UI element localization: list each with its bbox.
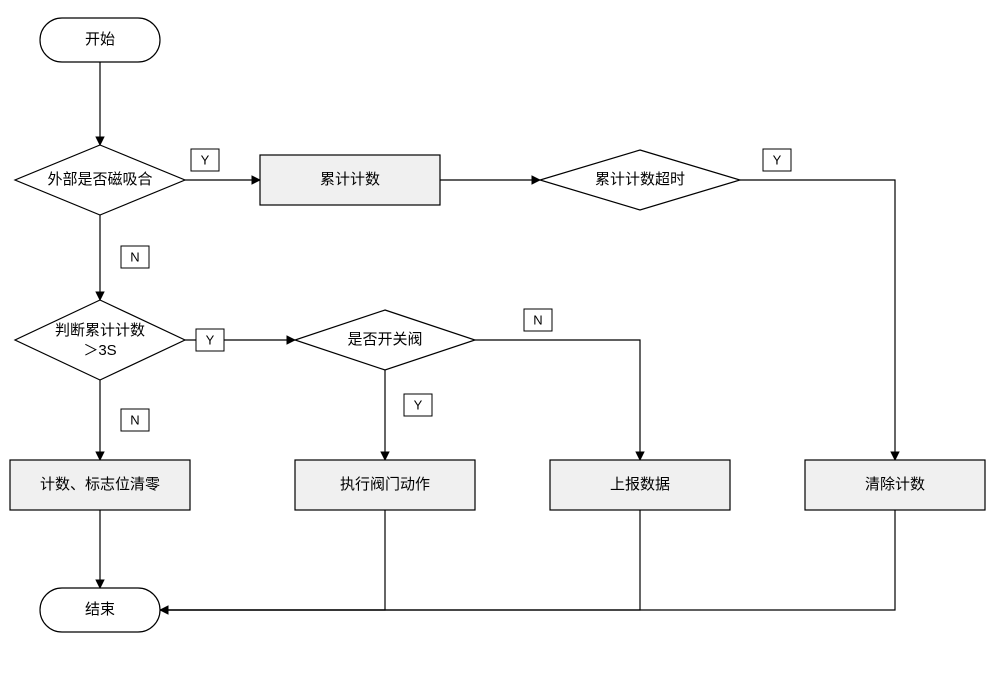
node-p_exec: 执行阀门动作 — [295, 460, 475, 510]
svg-text:判断累计计数: 判断累计计数 — [55, 322, 145, 339]
node-d_valve: 是否开关阀 — [295, 310, 475, 370]
node-p_report: 上报数据 — [550, 460, 730, 510]
svg-text:Y: Y — [201, 152, 210, 167]
node-d_timeout: 累计计数超时 — [540, 150, 740, 210]
label-n3: N — [524, 309, 552, 331]
label-n2: N — [121, 409, 149, 431]
label-y3: Y — [196, 329, 224, 351]
svg-text:Y: Y — [414, 397, 423, 412]
svg-text:N: N — [130, 249, 139, 264]
svg-text:累计计数: 累计计数 — [320, 171, 380, 188]
node-end: 结束 — [40, 588, 160, 632]
node-p_clear: 计数、标志位清零 — [10, 460, 190, 510]
label-y1: Y — [191, 149, 219, 171]
svg-text:是否开关阀: 是否开关阀 — [347, 331, 422, 348]
node-d_gt3s: 判断累计计数 ＞3S — [15, 300, 185, 380]
svg-text:开始: 开始 — [85, 31, 115, 48]
label-y2: Y — [763, 149, 791, 171]
svg-text:N: N — [533, 312, 542, 327]
svg-text:外部是否磁吸合: 外部是否磁吸合 — [47, 171, 152, 188]
svg-text:上报数据: 上报数据 — [610, 476, 670, 493]
svg-text:Y: Y — [773, 152, 782, 167]
svg-text:执行阀门动作: 执行阀门动作 — [340, 476, 430, 493]
svg-text:清除计数: 清除计数 — [865, 476, 925, 493]
svg-text:计数、标志位清零: 计数、标志位清零 — [40, 476, 160, 493]
node-p_delcount: 清除计数 — [805, 460, 985, 510]
node-p_count: 累计计数 — [260, 155, 440, 205]
label-y4: Y — [404, 394, 432, 416]
node-d_magnet: 外部是否磁吸合 — [15, 145, 185, 215]
node-start: 开始 — [40, 18, 160, 62]
svg-text:Y: Y — [206, 332, 215, 347]
svg-text:＞3S: ＞3S — [83, 342, 116, 359]
svg-text:N: N — [130, 412, 139, 427]
svg-text:结束: 结束 — [85, 601, 115, 618]
label-n1: N — [121, 246, 149, 268]
svg-text:累计计数超时: 累计计数超时 — [595, 171, 685, 188]
